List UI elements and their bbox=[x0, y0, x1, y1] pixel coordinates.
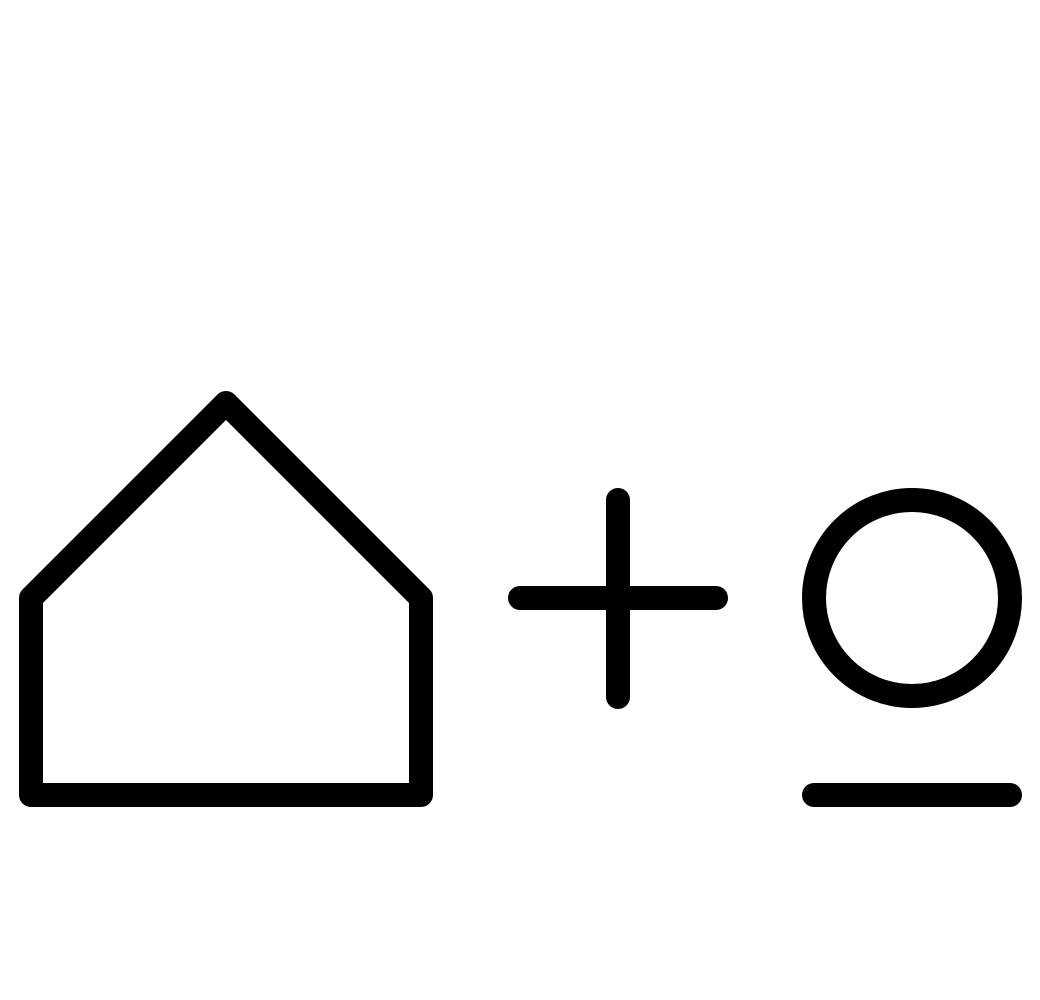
plus-icon bbox=[508, 488, 728, 709]
house-icon bbox=[19, 391, 433, 807]
circle-icon bbox=[802, 488, 1022, 708]
